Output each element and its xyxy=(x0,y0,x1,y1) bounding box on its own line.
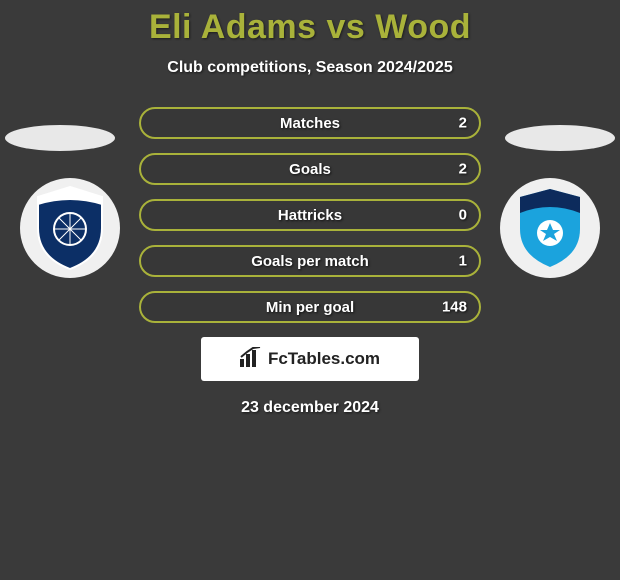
player-photo-left xyxy=(5,125,115,151)
date-label: 23 december 2024 xyxy=(0,399,620,417)
page-title: Eli Adams vs Wood xyxy=(0,8,620,47)
stat-value-right: 2 xyxy=(459,161,467,178)
stat-row-hattricks: Hattricks 0 xyxy=(139,199,481,231)
stat-label: Goals xyxy=(289,161,331,178)
shield-icon xyxy=(30,183,110,273)
chart-icon xyxy=(240,347,262,372)
brand-link[interactable]: FcTables.com xyxy=(201,337,419,381)
brand-text: FcTables.com xyxy=(268,349,380,369)
stat-value-right: 148 xyxy=(442,299,467,316)
stat-label: Matches xyxy=(280,115,340,132)
stat-value-right: 2 xyxy=(459,115,467,132)
player-photo-right xyxy=(505,125,615,151)
club-badge-left xyxy=(20,178,120,278)
stat-value-right: 0 xyxy=(459,207,467,224)
stat-row-goals: Goals 2 xyxy=(139,153,481,185)
subtitle: Club competitions, Season 2024/2025 xyxy=(0,59,620,77)
stat-value-right: 1 xyxy=(459,253,467,270)
stat-label: Min per goal xyxy=(266,299,354,316)
stat-row-goals-per-match: Goals per match 1 xyxy=(139,245,481,277)
stat-row-min-per-goal: Min per goal 148 xyxy=(139,291,481,323)
shield-icon xyxy=(510,183,590,273)
stat-label: Hattricks xyxy=(278,207,342,224)
stat-row-matches: Matches 2 xyxy=(139,107,481,139)
stat-label: Goals per match xyxy=(251,253,369,270)
club-badge-right xyxy=(500,178,600,278)
